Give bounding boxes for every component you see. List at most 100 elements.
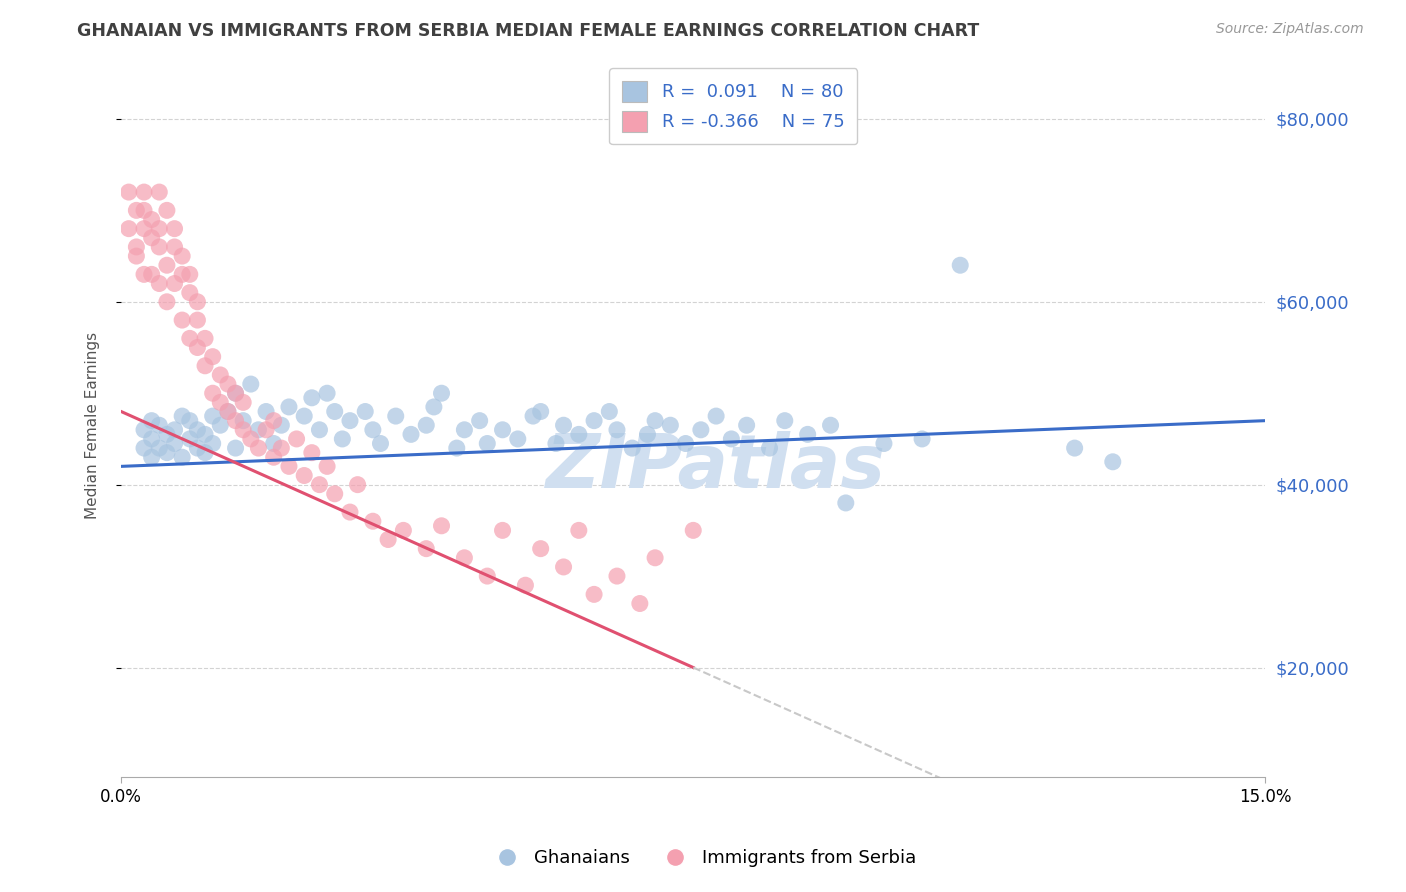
Point (430, 518, 453, 533)
Point (644, 414, 666, 428)
Point (873, 436, 896, 450)
Point (323, 404, 346, 418)
Point (278, 400, 301, 414)
Point (735, 418, 758, 433)
Point (163, 221, 186, 235)
Point (598, 404, 620, 418)
Point (247, 441, 270, 455)
Point (118, 185, 141, 199)
Point (254, 404, 277, 418)
Point (132, 185, 155, 199)
Point (316, 459, 339, 474)
Point (141, 231, 163, 245)
Point (301, 391, 323, 405)
Point (172, 268, 194, 282)
Point (949, 258, 972, 272)
Point (209, 395, 232, 409)
Point (377, 533, 399, 547)
Point (217, 404, 239, 418)
Point (201, 409, 224, 423)
Point (225, 386, 247, 401)
Point (621, 441, 644, 455)
Point (339, 505, 361, 519)
Point (125, 249, 148, 263)
Point (132, 268, 155, 282)
Point (247, 423, 270, 437)
Point (530, 404, 553, 418)
Point (330, 432, 353, 446)
Point (194, 445, 217, 459)
Point (163, 436, 186, 450)
Point (148, 418, 170, 433)
Point (179, 285, 201, 300)
Point (156, 258, 179, 272)
Point (644, 550, 666, 565)
Point (835, 496, 858, 510)
Point (568, 427, 591, 442)
Text: ZIPatlas: ZIPatlas (546, 431, 886, 504)
Point (773, 414, 796, 428)
Point (125, 240, 148, 254)
Point (911, 432, 934, 446)
Point (1101, 455, 1123, 469)
Point (217, 377, 239, 392)
Point (453, 550, 475, 565)
Point (704, 409, 727, 423)
Point (179, 268, 201, 282)
Point (263, 414, 285, 428)
Point (132, 221, 155, 235)
Point (339, 414, 361, 428)
Point (194, 331, 217, 345)
Point (263, 436, 285, 450)
Point (186, 341, 208, 355)
Point (254, 423, 277, 437)
Point (491, 524, 513, 538)
Point (186, 294, 208, 309)
Point (239, 377, 262, 392)
Point (132, 203, 155, 218)
Point (217, 404, 239, 418)
Point (172, 313, 194, 327)
Point (132, 423, 155, 437)
Point (232, 414, 254, 428)
Point (186, 441, 208, 455)
Point (163, 423, 186, 437)
Point (209, 418, 232, 433)
Point (270, 441, 292, 455)
Point (156, 427, 179, 442)
Y-axis label: Median Female Earnings: Median Female Earnings (86, 332, 100, 519)
Point (758, 441, 780, 455)
Legend: R =  0.091    N = 80, R = -0.366    N = 75: R = 0.091 N = 80, R = -0.366 N = 75 (609, 68, 858, 145)
Point (423, 400, 446, 414)
Point (148, 441, 170, 455)
Point (141, 450, 163, 465)
Point (148, 240, 170, 254)
Point (194, 427, 217, 442)
Point (292, 409, 315, 423)
Point (796, 427, 818, 442)
Point (201, 350, 224, 364)
Point (225, 386, 247, 401)
Point (477, 569, 499, 583)
Point (415, 541, 437, 556)
Point (201, 436, 224, 450)
Point (118, 221, 141, 235)
Point (292, 468, 315, 483)
Point (141, 414, 163, 428)
Point (384, 409, 406, 423)
Point (270, 418, 292, 433)
Point (430, 386, 453, 401)
Point (606, 423, 628, 437)
Point (553, 418, 575, 433)
Point (232, 423, 254, 437)
Point (141, 268, 163, 282)
Point (156, 203, 179, 218)
Point (179, 432, 201, 446)
Point (522, 409, 544, 423)
Point (675, 436, 697, 450)
Legend: Ghanaians, Immigrants from Serbia: Ghanaians, Immigrants from Serbia (482, 842, 924, 874)
Text: GHANAIAN VS IMMIGRANTS FROM SERBIA MEDIAN FEMALE EARNINGS CORRELATION CHART: GHANAIAN VS IMMIGRANTS FROM SERBIA MEDIA… (77, 22, 980, 40)
Point (446, 441, 468, 455)
Point (370, 436, 392, 450)
Point (659, 418, 682, 433)
